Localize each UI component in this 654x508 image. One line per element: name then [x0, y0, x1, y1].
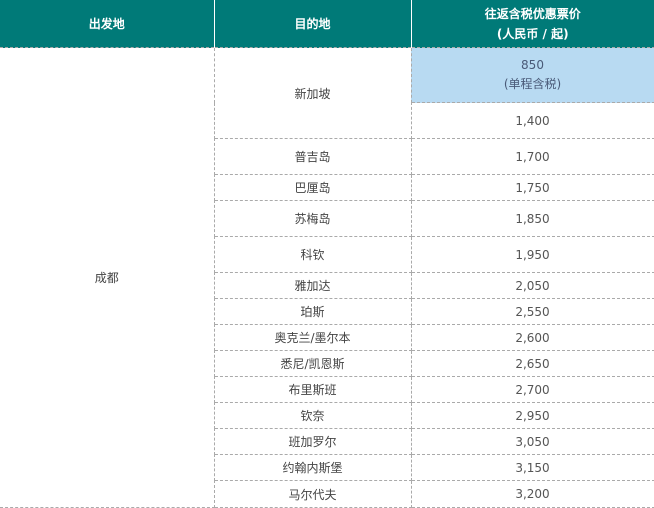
destination-cell: 珀斯 — [214, 299, 411, 325]
destination-cell: 班加罗尔 — [214, 429, 411, 455]
destination-cell: 苏梅岛 — [214, 201, 411, 237]
price-cell: 3,050 — [411, 429, 654, 455]
header-origin: 出发地 — [0, 0, 214, 48]
price-cell: 3,200 — [411, 481, 654, 508]
destination-cell: 钦奈 — [214, 403, 411, 429]
price-cell: 2,600 — [411, 325, 654, 351]
header-price-line2: (人民币 / 起) — [412, 24, 654, 44]
header-price: 往返含税优惠票价(人民币 / 起) — [411, 0, 654, 48]
price-cell: 1,700 — [411, 139, 654, 175]
price-cell: 2,700 — [411, 377, 654, 403]
price-cell: 2,550 — [411, 299, 654, 325]
destination-cell: 马尔代夫 — [214, 481, 411, 508]
header-destination: 目的地 — [214, 0, 411, 48]
destination-cell: 新加坡 — [214, 48, 411, 139]
destination-cell: 布里斯班 — [214, 377, 411, 403]
destination-cell: 约翰内斯堡 — [214, 455, 411, 481]
promo-price-cell: 850(单程含税) — [411, 48, 654, 103]
destination-cell: 雅加达 — [214, 273, 411, 299]
header-price-line1: 往返含税优惠票价 — [412, 4, 654, 24]
destination-cell: 悉尼/凯恩斯 — [214, 351, 411, 377]
header-row: 出发地 目的地 往返含税优惠票价(人民币 / 起) — [0, 0, 654, 48]
table-row: 成都 新加坡 850(单程含税) — [0, 48, 654, 103]
promo-price: 850 — [412, 56, 654, 75]
price-cell: 3,150 — [411, 455, 654, 481]
destination-cell: 巴厘岛 — [214, 175, 411, 201]
promo-note: (单程含税) — [412, 75, 654, 94]
price-cell: 1,850 — [411, 201, 654, 237]
price-cell: 1,950 — [411, 237, 654, 273]
destination-cell: 科钦 — [214, 237, 411, 273]
price-cell: 2,950 — [411, 403, 654, 429]
price-cell: 2,650 — [411, 351, 654, 377]
origin-cell: 成都 — [0, 48, 214, 508]
destination-cell: 普吉岛 — [214, 139, 411, 175]
destination-cell: 奥克兰/墨尔本 — [214, 325, 411, 351]
price-cell: 1,750 — [411, 175, 654, 201]
price-cell: 1,400 — [411, 103, 654, 139]
price-cell: 2,050 — [411, 273, 654, 299]
